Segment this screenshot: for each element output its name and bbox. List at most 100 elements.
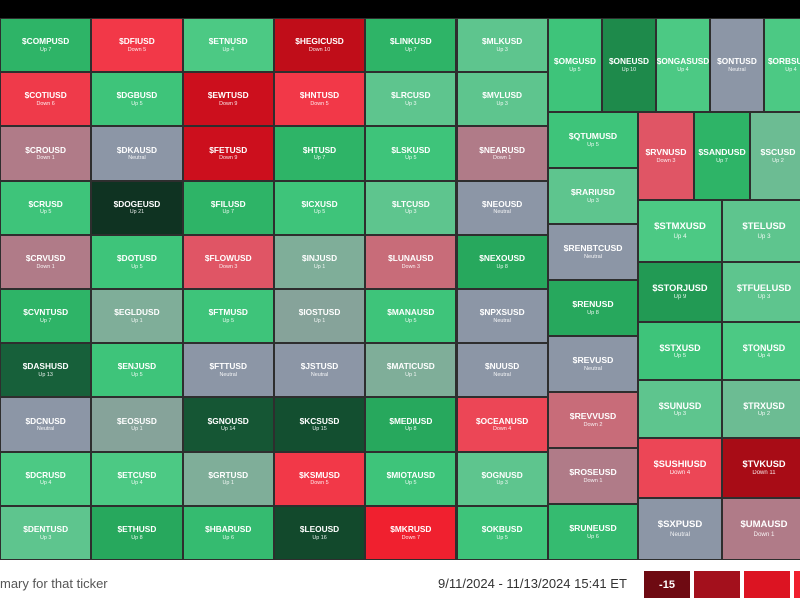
ticker-symbol: $JSTUSD <box>300 361 339 372</box>
ticker-symbol: $MATICUSD <box>386 361 435 372</box>
ticker-tile[interactable]: $TVKUSD Down 11 <box>723 439 800 497</box>
ticker-tile[interactable]: $REVUSD Neutral <box>549 337 637 391</box>
ticker-tile[interactable]: $OKBUSD Up 5 <box>457 506 547 559</box>
ticker-tile[interactable]: $ORBSUSDUp 4 <box>765 19 800 111</box>
ticker-tile[interactable]: $OMGUSD Up 5 <box>549 19 601 111</box>
ticker-tile[interactable]: $GNOUSD Up 14 <box>183 398 273 451</box>
ticker-tile[interactable]: $STORJUSD Up 9 <box>639 263 721 321</box>
ticker-tile[interactable]: $DFIUSD Down 5 <box>92 19 182 72</box>
ticker-tile[interactable]: $RVNUSD Down 3 <box>639 113 693 199</box>
ticker-tile[interactable]: $DKAUSD Neutral <box>92 127 182 180</box>
ticker-tile[interactable]: $LSKUSD Up 5 <box>366 127 456 180</box>
ticker-symbol: $DENTUSD <box>23 523 69 534</box>
ticker-tile[interactable]: $CRVUSD Down 1 <box>1 235 91 288</box>
ticker-tile[interactable]: $DOTUSD Up 5 <box>92 235 182 288</box>
ticker-tile[interactable]: $TRXUSD Up 2 <box>723 381 800 437</box>
ticker-tile[interactable]: $MEDIUSD Up 8 <box>366 398 456 451</box>
ticker-tile[interactable]: $QTUMUSD Up 5 <box>549 113 637 167</box>
ticker-tile[interactable]: $NPXSUSD Neutral <box>457 290 547 343</box>
ticker-tile[interactable]: $CRUSD Up 5 <box>1 181 91 234</box>
ticker-symbol: $FLOWUSD <box>204 252 252 263</box>
ticker-tile[interactable]: $FTMUSD Up 5 <box>183 290 273 343</box>
ticker-status: Down 3 <box>401 263 420 270</box>
ticker-tile[interactable]: $UMAUSD Down 1 <box>723 499 800 559</box>
ticker-tile[interactable]: $LUNAUSD Down 3 <box>366 235 456 288</box>
ticker-tile[interactable]: $KSMUSD Down 5 <box>274 452 365 505</box>
ticker-tile[interactable]: $OGNUSD Up 3 <box>457 452 547 505</box>
ticker-tile[interactable]: $MATICUSD Up 1 <box>366 344 456 397</box>
ticker-tile[interactable]: $MKRUSD Down 7 <box>366 506 456 559</box>
ticker-tile[interactable]: $ONTUSD Neutral <box>711 19 763 111</box>
ticker-tile[interactable]: $IOSTUSD Up 1 <box>274 290 365 343</box>
ticker-tile[interactable]: $ONEUSD Up 10 <box>603 19 655 111</box>
ticker-tile[interactable]: $REVVUSD Down 2 <box>549 393 637 447</box>
ticker-tile[interactable]: $TELUSD Up 3 <box>723 201 800 261</box>
ticker-tile[interactable]: $HNTUSD Down 5 <box>274 73 365 126</box>
ticker-tile[interactable]: $MANAUSD Up 5 <box>366 290 456 343</box>
ticker-tile[interactable]: $DGBUSD Up 5 <box>92 73 182 126</box>
ticker-tile[interactable]: $COTIUSD Down 6 <box>1 73 91 126</box>
ticker-tile[interactable]: $MIOTAUSD Up 5 <box>366 452 456 505</box>
ticker-tile[interactable]: $INJUSD Up 1 <box>274 235 365 288</box>
ticker-tile[interactable]: $ROSEUSD Down 1 <box>549 449 637 503</box>
ticker-tile[interactable]: $DENTUSD Up 3 <box>1 506 91 559</box>
ticker-tile[interactable]: $FLOWUSD Down 3 <box>183 235 273 288</box>
ticker-status: Down 9 <box>219 100 238 107</box>
ticker-tile[interactable]: $SXPUSD Neutral <box>639 499 721 559</box>
ticker-tile[interactable]: $ETHUSD Up 8 <box>92 506 182 559</box>
ticker-symbol: $DOGEUSD <box>113 198 161 209</box>
ticker-tile[interactable]: $LRCUSD Up 3 <box>366 73 456 126</box>
ticker-tile[interactable]: $RENUSD Up 8 <box>549 281 637 335</box>
ticker-tile[interactable]: $SUSHIUSD Down 4 <box>639 439 721 497</box>
ticker-tile[interactable]: $NUUSD Neutral <box>457 344 547 397</box>
ticker-tile[interactable]: $SCUSD Up 2 <box>751 113 800 199</box>
ticker-tile[interactable]: $OCEANUSD Down 4 <box>457 398 547 451</box>
ticker-tile[interactable]: $MLKUSD Up 3 <box>457 19 547 72</box>
ticker-tile[interactable]: $NEXOUSD Up 8 <box>457 235 547 288</box>
ticker-tile[interactable]: $HBARUSD Up 6 <box>183 506 273 559</box>
ticker-tile[interactable]: $EOSUSD Up 1 <box>92 398 182 451</box>
ticker-tile[interactable]: $DCNUSD Neutral <box>1 398 91 451</box>
ticker-tile[interactable]: $ICXUSD Up 5 <box>274 181 365 234</box>
ticker-tile[interactable]: $LINKUSD Up 7 <box>366 19 456 72</box>
ticker-tile[interactable]: $TFUELUSD Up 3 <box>723 263 800 321</box>
ticker-tile[interactable]: $GRTUSD Up 1 <box>183 452 273 505</box>
ticker-tile[interactable]: $STXUSD Up 5 <box>639 323 721 379</box>
ticker-tile[interactable]: $DASHUSD Up 13 <box>1 344 91 397</box>
ticker-tile[interactable]: $STMXUSD Up 4 <box>639 201 721 261</box>
ticker-tile[interactable]: $SUNUSD Up 3 <box>639 381 721 437</box>
ticker-tile[interactable]: $EGLDUSD Up 1 <box>92 290 182 343</box>
ticker-tile[interactable]: $MVLUSD Up 3 <box>457 73 547 126</box>
ticker-tile[interactable]: $LTCUSD Up 3 <box>366 181 456 234</box>
ticker-tile[interactable]: $KCSUSD Up 15 <box>274 398 365 451</box>
ticker-tile[interactable]: $COMPUSD Up 7 <box>1 19 91 72</box>
ticker-tile[interactable]: $TONUSD Up 4 <box>723 323 800 379</box>
ticker-status: Neutral <box>493 317 511 324</box>
ticker-tile[interactable]: $HEGICUSD Down 10 <box>274 19 365 72</box>
ticker-tile[interactable]: $RUNEUSD Up 6 <box>549 505 637 559</box>
ticker-tile[interactable]: $DCRUSD Up 4 <box>1 452 91 505</box>
ticker-tile[interactable]: $SANDUSD Up 7 <box>695 113 749 199</box>
ticker-tile[interactable]: $HTUSD Up 7 <box>274 127 365 180</box>
ticker-tile[interactable]: $NEARUSD Down 1 <box>457 127 547 180</box>
ticker-tile[interactable]: $EWTUSD Down 9 <box>183 73 273 126</box>
ticker-status: Up 14 <box>221 426 236 433</box>
ticker-status: Up 5 <box>496 534 508 541</box>
ticker-tile[interactable]: $ETNUSD Up 4 <box>183 19 273 72</box>
ticker-tile[interactable]: $DOGEUSD Up 21 <box>92 181 182 234</box>
ticker-tile[interactable]: $FILUSD Up 7 <box>183 181 273 234</box>
ticker-tile[interactable]: $LEOUSD Up 16 <box>274 506 365 559</box>
ticker-tile[interactable]: $CROUSD Down 1 <box>1 127 91 180</box>
ticker-tile[interactable]: $ENJUSD Up 5 <box>92 344 182 397</box>
ticker-status: Up 4 <box>222 46 234 53</box>
ticker-tile[interactable]: $JSTUSD Neutral <box>274 344 365 397</box>
ticker-tile[interactable]: $RENBTCUSD Neutral <box>549 225 637 279</box>
ticker-tile[interactable]: $ONGASUSD Up 4 <box>657 19 709 111</box>
ticker-tile[interactable]: $RARIUSD Up 3 <box>549 169 637 223</box>
ticker-tile[interactable]: $FTTUSD Neutral <box>183 344 273 397</box>
ticker-tile[interactable]: $NEOUSD Neutral <box>457 181 547 234</box>
ticker-tile[interactable]: $FETUSD Down 9 <box>183 127 273 180</box>
ticker-tile[interactable]: $CVNTUSD Up 7 <box>1 290 91 343</box>
ticker-tile[interactable]: $ETCUSD Up 4 <box>92 452 182 505</box>
